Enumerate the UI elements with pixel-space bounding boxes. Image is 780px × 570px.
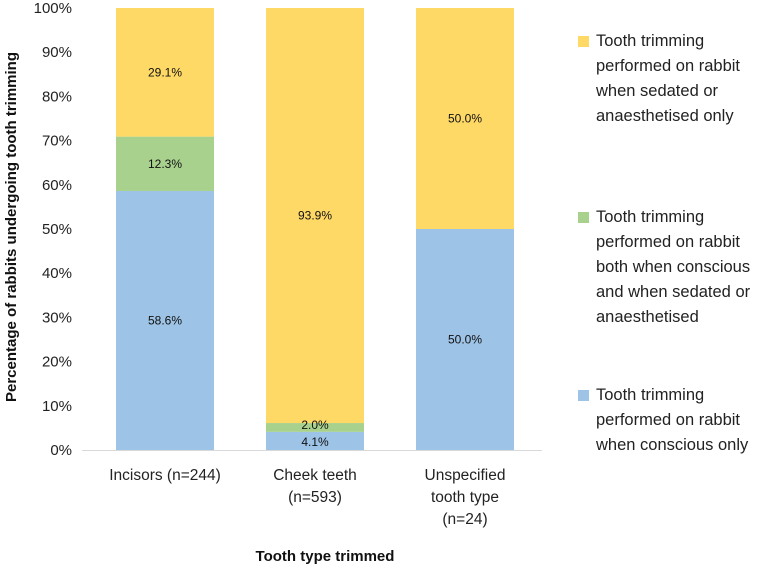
x-tick-label: Unspecified <box>425 467 506 484</box>
y-tick-label: 100% <box>34 0 72 17</box>
data-label: 58.6% <box>148 313 182 327</box>
legend-label: and when sedated or <box>596 283 751 301</box>
data-label: 29.1% <box>148 65 182 79</box>
legend-label: Tooth trimming <box>596 208 704 226</box>
bars-group <box>116 8 514 450</box>
y-tick-label: 0% <box>50 442 72 459</box>
y-tick-label: 60% <box>42 177 72 194</box>
legend-swatch <box>578 390 589 401</box>
data-label: 12.3% <box>148 157 182 171</box>
y-tick-label: 70% <box>42 133 72 150</box>
bar-segment <box>416 229 514 450</box>
legend-label: when conscious only <box>595 436 749 454</box>
data-label: 50.0% <box>448 333 482 347</box>
y-tick-label: 80% <box>42 88 72 105</box>
bar-segment <box>116 190 214 450</box>
legend-label: Tooth trimming <box>596 386 704 404</box>
y-axis-ticks: 0% 10% 20% 30% 40% 50% 60% 70% 80% 90% 100% <box>34 0 72 459</box>
x-tick-label: (n=593) <box>288 489 342 506</box>
data-label: 50.0% <box>448 112 482 126</box>
x-tick-label: Incisors (n=244) <box>109 467 221 484</box>
bar-segment <box>116 136 214 191</box>
legend-swatch <box>578 212 589 223</box>
data-label: 93.9% <box>298 209 332 223</box>
bar-segment <box>266 8 364 424</box>
legend-label: Tooth trimming <box>596 32 704 50</box>
legend-label: both when conscious <box>596 258 750 276</box>
y-tick-label: 90% <box>42 44 72 61</box>
y-tick-label: 10% <box>42 398 72 415</box>
bar-segment <box>416 8 514 229</box>
y-tick-label: 40% <box>42 265 72 282</box>
bar-labels-group: 58.6% 12.3% 29.1% 4.1% 2.0% 93.9% 50.0% 50.0% <box>148 65 482 449</box>
y-axis-title: Percentage of rabbits undergoing tooth t… <box>3 52 20 402</box>
x-tick-label: tooth type <box>431 489 499 506</box>
y-tick-label: 20% <box>42 354 72 371</box>
bar-segment <box>266 431 364 450</box>
bar-segment <box>266 423 364 432</box>
data-label: 4.1% <box>301 435 329 449</box>
y-tick-label: 30% <box>42 309 72 326</box>
legend-label: performed on rabbit <box>596 57 740 75</box>
legend-label: performed on rabbit <box>596 233 740 251</box>
x-tick-label: (n=24) <box>442 511 487 528</box>
legend-label: when sedated or <box>595 82 719 100</box>
data-label: 2.0% <box>301 418 329 432</box>
y-tick-label: 50% <box>42 221 72 238</box>
legend-label: anaesthetised only <box>596 107 734 125</box>
x-axis-categories: Incisors (n=244) Cheek teeth (n=593) Unspec… <box>109 467 505 528</box>
x-tick-label: Cheek teeth <box>273 467 357 484</box>
legend: Tooth trimming performed on rabbit when se… <box>578 32 751 454</box>
bar-segment <box>116 8 214 137</box>
legend-label: anaesthetised <box>596 308 699 326</box>
legend-label: performed on rabbit <box>596 411 740 429</box>
x-axis-title: Tooth type trimmed <box>256 548 395 565</box>
legend-swatch <box>578 36 589 47</box>
